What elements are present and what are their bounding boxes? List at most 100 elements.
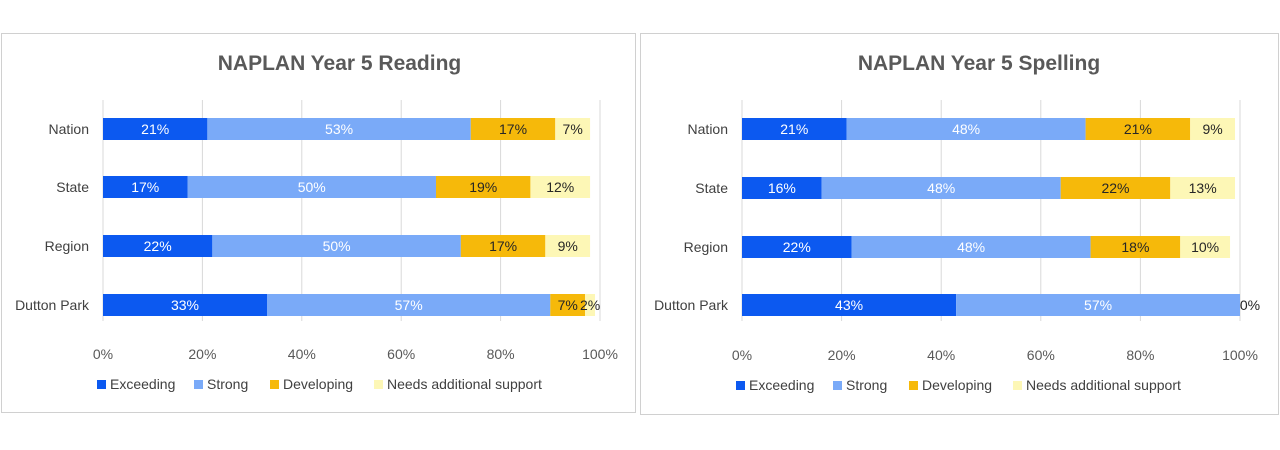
chart1-bar-nation-needs-additional-support (1190, 118, 1236, 140)
chart1-data-label-nation-needs-additional-support: 9% (1202, 121, 1222, 137)
chart0-data-label-state-exceeding: 17% (131, 179, 159, 195)
chart1-x-tick-label-5: 100% (1222, 347, 1258, 363)
chart0-bar-dutton-park-exceeding (103, 294, 268, 316)
chart0-data-label-nation-developing: 17% (499, 121, 527, 137)
reading-chart-panel: NAPLAN Year 5 Reading 0% 20% 40% 60% 80% 100% N… (1, 33, 636, 413)
chart0-bar-region-strong (212, 235, 461, 257)
chart1-bar-dutton-park-strong (956, 294, 1240, 316)
chart1-data-label-state-exceeding: 16% (768, 180, 796, 196)
chart0-category-label-state: State (56, 179, 89, 195)
chart0-x-tick-label-3: 60% (387, 346, 415, 362)
chart0-bar-region-developing (460, 235, 546, 257)
chart0-chart-title: NAPLAN Year 5 Reading (218, 52, 462, 75)
chart1-bar-dutton-park-exceeding (742, 294, 957, 316)
chart1-bar-state-needs-additional-support (1170, 177, 1236, 199)
chart0-bar-nation-needs-additional-support (555, 118, 591, 140)
chart0-legend-swatch-developing (270, 380, 279, 389)
chart0-legend-swatch-needs-additional-support (374, 380, 383, 389)
chart1-bar-region-strong (851, 236, 1091, 258)
chart0-bar-state-needs-additional-support (530, 176, 591, 198)
chart0-x-tick-label-0: 0% (93, 346, 113, 362)
chart0-bar-nation-strong (207, 118, 471, 140)
chart0-data-label-region-needs-additional-support: 9% (558, 238, 578, 254)
chart1-data-label-dutton-park-needs-additional-support: 0% (1240, 297, 1260, 313)
chart1-data-label-state-needs-additional-support: 13% (1189, 180, 1217, 196)
chart1-legend-swatch-developing (909, 381, 918, 390)
chart1-data-label-region-strong: 48% (957, 239, 985, 255)
chart0-bar-state-developing (435, 176, 531, 198)
chart0-category-label-nation: Nation (49, 121, 89, 137)
chart0-legend-label-exceeding: Exceeding (110, 376, 175, 392)
chart0-legend-label-needs-additional-support: Needs additional support (387, 376, 542, 392)
chart1-bar-nation-exceeding (742, 118, 847, 140)
chart0-x-tick-label-4: 80% (487, 346, 515, 362)
chart1-x-tick-label-4: 80% (1126, 347, 1154, 363)
chart1-data-label-region-exceeding: 22% (783, 239, 811, 255)
chart0-data-label-dutton-park-exceeding: 33% (171, 297, 199, 313)
chart0-data-label-region-strong: 50% (323, 238, 351, 254)
chart1-bar-region-needs-additional-support (1180, 236, 1231, 258)
chart0-x-tick-label-5: 100% (582, 346, 618, 362)
chart1-legend-swatch-strong (833, 381, 842, 390)
chart1-bar-nation-strong (846, 118, 1086, 140)
chart1-legend-swatch-needs-additional-support (1013, 381, 1022, 390)
chart0-data-label-nation-needs-additional-support: 7% (563, 121, 583, 137)
chart1-data-label-region-developing: 18% (1121, 239, 1149, 255)
chart0-data-label-region-developing: 17% (489, 238, 517, 254)
chart1-chart-title: NAPLAN Year 5 Spelling (858, 52, 1100, 75)
chart1-data-label-region-needs-additional-support: 10% (1191, 239, 1219, 255)
chart0-bar-region-exceeding (103, 235, 213, 257)
chart1-bar-state-developing (1060, 177, 1171, 199)
chart1-data-label-dutton-park-strong: 57% (1084, 297, 1112, 313)
chart1-category-label-nation: Nation (688, 121, 728, 137)
chart1-legend-label-exceeding: Exceeding (749, 377, 814, 393)
chart0-legend-swatch-strong (194, 380, 203, 389)
chart1-category-label-region: Region (684, 239, 728, 255)
chart1-data-label-nation-strong: 48% (952, 121, 980, 137)
chart0-bar-region-needs-additional-support (545, 235, 591, 257)
chart0-bar-state-exceeding (103, 176, 188, 198)
chart1-bar-state-strong (821, 177, 1061, 199)
chart0-data-label-state-strong: 50% (298, 179, 326, 195)
chart1-bar-region-developing (1090, 236, 1181, 258)
reading-chart: NAPLAN Year 5 Reading 0% 20% 40% 60% 80% 100% N… (15, 52, 618, 392)
chart1-data-label-nation-exceeding: 21% (780, 121, 808, 137)
chart1-category-label-state: State (695, 180, 728, 196)
chart0-data-label-dutton-park-strong: 57% (395, 297, 423, 313)
chart0-legend-label-strong: Strong (207, 376, 248, 392)
chart0-legend-swatch-exceeding (97, 380, 106, 389)
chart0-bar-state-strong (187, 176, 436, 198)
chart1-x-tick-label-0: 0% (732, 347, 752, 363)
chart0-x-tick-label-1: 20% (188, 346, 216, 362)
chart0-data-label-nation-strong: 53% (325, 121, 353, 137)
spelling-chart-panel: NAPLAN Year 5 Spelling 0% 20% 40% 60% 80% 100%… (640, 33, 1279, 415)
chart1-data-label-dutton-park-exceeding: 43% (835, 297, 863, 313)
chart1-x-tick-label-3: 60% (1027, 347, 1055, 363)
chart1-bar-nation-developing (1085, 118, 1191, 140)
chart0-bar-dutton-park-developing (550, 294, 586, 316)
chart0-bar-nation-developing (470, 118, 556, 140)
chart1-data-label-state-strong: 48% (927, 180, 955, 196)
chart0-data-label-state-developing: 19% (469, 179, 497, 195)
chart1-data-label-nation-developing: 21% (1124, 121, 1152, 137)
chart0-data-label-nation-exceeding: 21% (141, 121, 169, 137)
chart1-legend-label-strong: Strong (846, 377, 887, 393)
chart0-category-label-region: Region (45, 238, 89, 254)
chart1-category-label-dutton-park: Dutton Park (654, 297, 729, 313)
chart0-data-label-region-exceeding: 22% (144, 238, 172, 254)
chart1-x-tick-label-2: 40% (927, 347, 955, 363)
chart0-category-label-dutton-park: Dutton Park (15, 297, 90, 313)
chart1-data-label-state-developing: 22% (1101, 180, 1129, 196)
chart0-legend-label-developing: Developing (283, 376, 353, 392)
chart0-data-label-dutton-park-needs-additional-support: 2% (580, 297, 600, 313)
chart1-x-tick-label-1: 20% (828, 347, 856, 363)
spelling-chart: NAPLAN Year 5 Spelling 0% 20% 40% 60% 80% 100%… (654, 52, 1260, 393)
chart1-bar-region-exceeding (742, 236, 852, 258)
chart0-data-label-state-needs-additional-support: 12% (546, 179, 574, 195)
chart1-legend-label-developing: Developing (922, 377, 992, 393)
chart0-data-label-dutton-park-developing: 7% (558, 297, 578, 313)
chart1-legend-label-needs-additional-support: Needs additional support (1026, 377, 1181, 393)
chart1-bar-state-exceeding (742, 177, 822, 199)
chart0-bar-nation-exceeding (103, 118, 208, 140)
chart0-bar-dutton-park-needs-additional-support (585, 294, 596, 316)
